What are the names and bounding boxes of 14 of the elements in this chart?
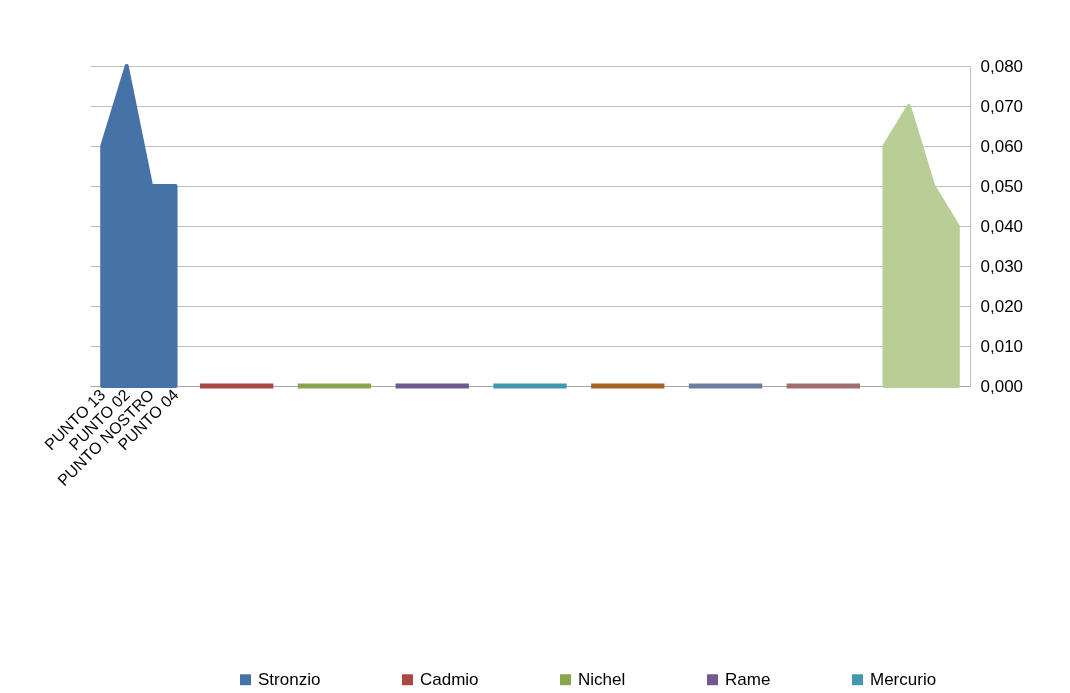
y-tick-label: 0,020 bbox=[980, 296, 1024, 316]
legend-label: Nichel bbox=[578, 669, 626, 689]
y-tick-label: 0,040 bbox=[980, 216, 1024, 236]
legend-label: Stronzio bbox=[258, 669, 321, 689]
y-tick-label: 0,070 bbox=[980, 96, 1024, 116]
y-tick-label: 0,080 bbox=[980, 56, 1024, 76]
y-tick-label: 0,000 bbox=[980, 376, 1024, 396]
legend-label: Mercurio bbox=[870, 669, 937, 689]
y-tick-label: 0,050 bbox=[980, 176, 1024, 196]
y-tick-label: 0,010 bbox=[980, 336, 1024, 356]
legend-label: Rame bbox=[725, 669, 771, 689]
legend-label: Cadmio bbox=[420, 669, 479, 689]
y-tick-label: 0,060 bbox=[980, 136, 1024, 156]
y-tick-label: 0,030 bbox=[980, 256, 1024, 276]
